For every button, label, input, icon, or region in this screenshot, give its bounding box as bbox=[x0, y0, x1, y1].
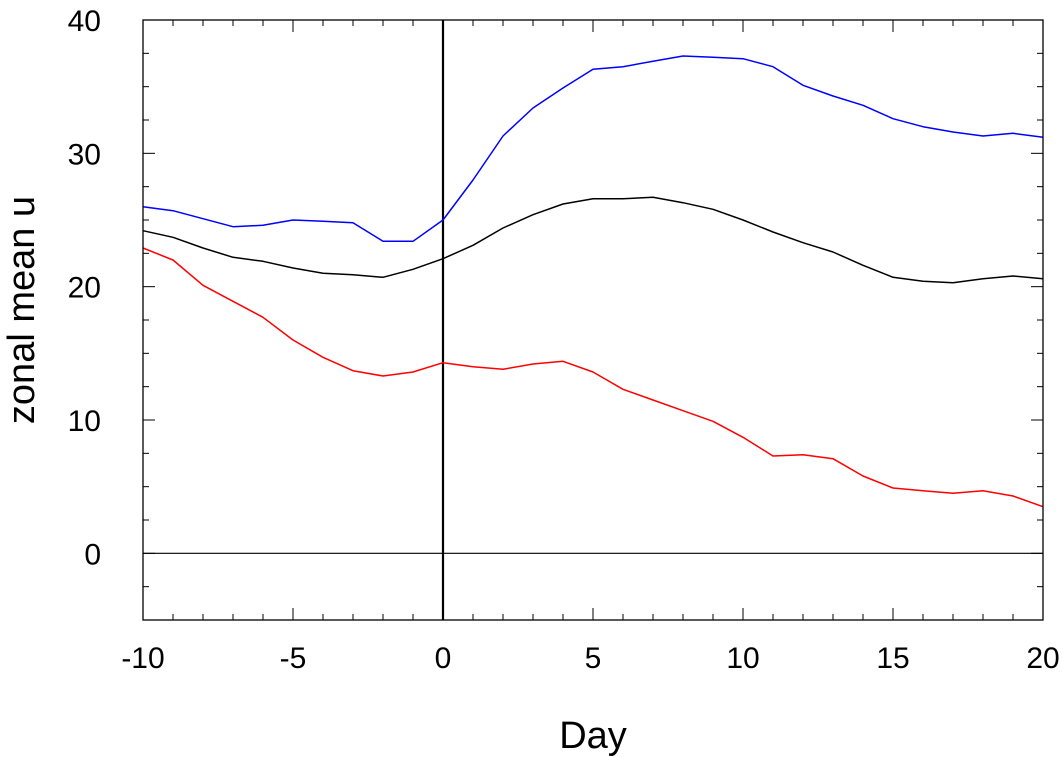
y-tick-label: 40 bbox=[68, 5, 101, 38]
series-lines bbox=[142, 55, 1044, 508]
x-tick-label: 15 bbox=[876, 642, 909, 675]
y-tick-label: 20 bbox=[68, 272, 101, 305]
y-tick-label: 0 bbox=[84, 538, 101, 571]
x-tick-label: 5 bbox=[585, 642, 602, 675]
x-tick-label: 10 bbox=[726, 642, 759, 675]
y-tick-labels: 0 10 20 30 40 bbox=[68, 5, 101, 571]
axis-ticks bbox=[142, 19, 1044, 621]
y-axis-label: zonal mean u bbox=[1, 196, 43, 424]
series-line-3 bbox=[142, 247, 1044, 508]
x-tick-label: 20 bbox=[1026, 642, 1059, 675]
x-axis-label: Day bbox=[559, 715, 627, 757]
reference-lines bbox=[143, 20, 1043, 620]
series-line-2 bbox=[142, 196, 1044, 284]
y-tick-label: 30 bbox=[68, 138, 101, 171]
plot-frame bbox=[142, 19, 1044, 621]
x-tick-label: 0 bbox=[435, 642, 452, 675]
series-line-1 bbox=[142, 55, 1044, 243]
y-tick-label: 10 bbox=[68, 405, 101, 438]
x-tick-labels: -10 -5 0 5 10 15 20 bbox=[121, 642, 1059, 675]
x-tick-label: -10 bbox=[121, 642, 164, 675]
x-tick-label: -5 bbox=[280, 642, 307, 675]
